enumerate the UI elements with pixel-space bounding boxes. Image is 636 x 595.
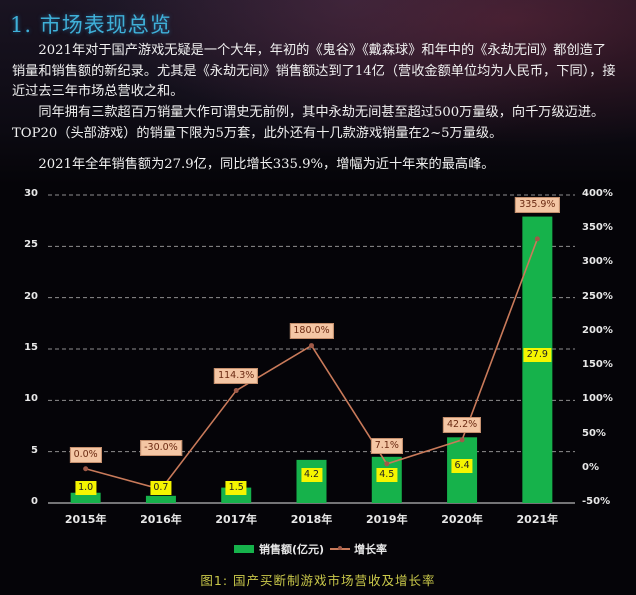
revenue-growth-chart: 0 5 10 15 20 25 30 -50% 0% 50% 100% 150% 200% 250% 300…: [0, 185, 636, 595]
y2-axis-tick: 50%: [582, 427, 606, 439]
growth-rate-marker: [459, 437, 465, 443]
growth-rate-marker: [309, 343, 314, 349]
line-legend-swatch: [330, 546, 351, 550]
y2-axis-tick: 400%: [582, 188, 613, 199]
paragraph-1: 2021年对于国产游戏无疑是一个大年，年初的《鬼谷》《戴森球》和年中的《永劫无间…: [12, 43, 616, 99]
bar-value-label: 4.5: [376, 468, 398, 482]
y-axis-tick: 0: [31, 496, 38, 507]
paragraph-2: 同年拥有三款超百万销量大作可谓史无前例，其中永劫无间甚至超过500万量级，向千万…: [12, 105, 605, 141]
growth-rate-label: -30.0%: [140, 440, 182, 456]
y-axis-tick: 15: [24, 342, 38, 353]
growth-rate-label: 335.9%: [515, 197, 560, 213]
y-axis-tick: 20: [24, 290, 38, 302]
bar-value-label: 1.5: [225, 481, 247, 495]
bar-value-label: 1.0: [75, 481, 97, 495]
x-axis-tick: 2015年: [64, 513, 107, 526]
growth-rate-label: 7.1%: [370, 438, 403, 454]
x-axis-tick: 2019年: [365, 513, 408, 526]
bar-value-label: 6.4: [451, 459, 473, 473]
bar-value-label: 27.9: [523, 348, 551, 362]
section-title: 1. 市场表现总览: [10, 13, 172, 37]
paragraph-3: 2021年全年销售额为27.9亿，同比增长335.9%，增幅为近十年来的最高峰。: [38, 157, 495, 172]
y2-axis-tick: 350%: [582, 222, 613, 234]
x-axis-tick: 2020年: [441, 513, 483, 526]
growth-rate-label: 42.2%: [442, 417, 482, 433]
bar-legend-swatch: [234, 545, 254, 553]
y-axis-tick: 30: [24, 188, 38, 199]
y-axis-tick: 25: [24, 239, 38, 251]
y2-axis-tick: -50%: [582, 496, 611, 507]
bar-value-label: 4.2: [300, 468, 323, 482]
bar: [145, 495, 176, 503]
growth-rate-marker: [233, 388, 239, 394]
bar-value-label: 0.7: [150, 481, 172, 495]
line-legend-label: 增长率: [354, 543, 388, 556]
x-axis-tick: 2016年: [140, 513, 182, 526]
growth-rate-marker: [83, 466, 89, 472]
y2-axis-tick: 0%: [582, 461, 599, 473]
header-background: [0, 0, 636, 185]
y2-axis-tick: 300%: [582, 256, 613, 268]
y2-axis-tick: 100%: [582, 393, 613, 405]
growth-rate-marker: [534, 236, 540, 242]
chart-legend: 销售额(亿元) 增长率: [234, 541, 387, 557]
growth-rate-label: 0.0%: [69, 447, 102, 463]
y-axis-tick: 5: [31, 444, 38, 456]
x-axis-tick: 2021年: [516, 513, 559, 526]
x-axis-tick: 2017年: [215, 513, 258, 526]
bar-legend-label: 销售额(亿元): [259, 543, 325, 556]
growth-rate-label: 114.3%: [214, 368, 259, 384]
y2-axis-tick: 150%: [582, 359, 613, 371]
growth-rate-label: 180.0%: [289, 323, 334, 339]
y-axis-tick: 10: [24, 393, 38, 405]
chart-plot-area: [48, 194, 575, 504]
y2-axis-tick: 200%: [582, 324, 613, 336]
growth-rate-marker: [384, 461, 390, 467]
y2-axis-tick: 250%: [582, 290, 613, 302]
x-axis-tick: 2018年: [290, 513, 333, 526]
chart-caption: 图1: 国产买断制游戏市场营收及增长率: [200, 573, 436, 588]
bar: [70, 492, 101, 503]
